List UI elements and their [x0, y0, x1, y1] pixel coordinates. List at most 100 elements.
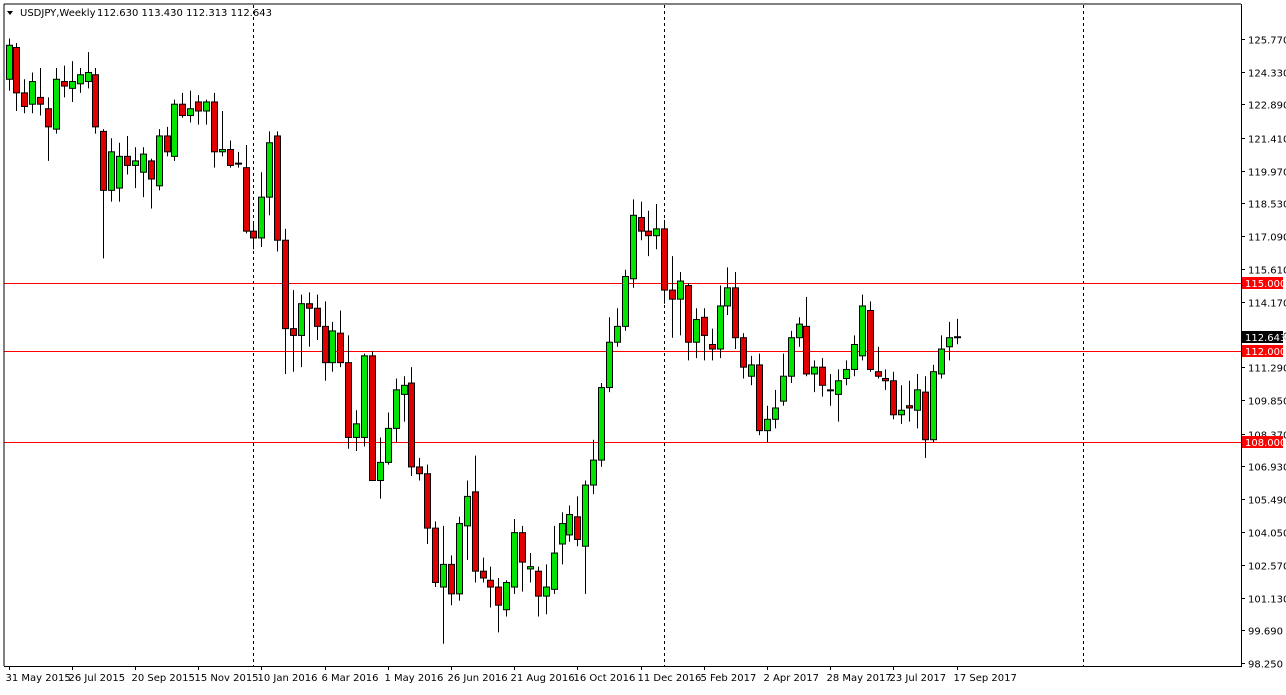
- candle-bull: [930, 371, 937, 441]
- time-tick-label: 20 Sep 2015: [132, 673, 195, 684]
- price-tick-label: 98.250: [1248, 660, 1283, 671]
- price-tick-label: 117.090: [1248, 233, 1286, 244]
- candle-bull: [298, 303, 305, 336]
- price-tick-label: 119.970: [1248, 168, 1286, 179]
- candle-bull: [108, 151, 115, 191]
- candle-bear: [21, 92, 28, 107]
- time-tick-label: 11 Dec 2016: [638, 673, 702, 684]
- candle-bear: [495, 586, 502, 606]
- candle-bear: [322, 325, 329, 364]
- candle-bear: [519, 532, 526, 563]
- candles: [6, 38, 961, 644]
- candle-bull: [116, 155, 123, 189]
- candle-bull: [938, 348, 945, 375]
- level-labels: 115.000 112.000 108.000 112.643: [1242, 277, 1286, 449]
- candle-bull: [653, 228, 660, 237]
- candle-bear: [179, 103, 186, 117]
- time-tick-label: 21 Aug 2016: [511, 673, 575, 684]
- chevron-down-icon[interactable]: [7, 11, 13, 15]
- chart-ohlc: 112.630 113.430 112.313 112.643: [97, 8, 272, 19]
- candle-bull: [187, 108, 194, 117]
- candle-bull: [77, 74, 84, 85]
- candle-bear: [574, 516, 581, 540]
- candle-bear: [345, 362, 352, 438]
- candle-bull: [440, 563, 447, 588]
- current-price-box: [1242, 331, 1283, 343]
- candle-bull: [385, 427, 392, 463]
- candle-bear: [45, 108, 52, 128]
- time-tick-label: 6 Mar 2016: [322, 673, 379, 684]
- price-tick-label: 106.930: [1248, 463, 1286, 474]
- candle-bull: [582, 484, 589, 547]
- candle-bear: [100, 130, 107, 191]
- candle-bear: [306, 303, 313, 309]
- price-tick-label: 101.130: [1248, 595, 1286, 606]
- level-label-text: 112.000: [1245, 347, 1286, 358]
- candle-bull: [590, 459, 597, 486]
- candle-bear: [61, 81, 68, 87]
- level-label-text: 108.000: [1245, 438, 1286, 449]
- candle-bull: [401, 384, 408, 395]
- candle-bull: [946, 337, 953, 348]
- time-tick-label: 16 Oct 2016: [574, 673, 636, 684]
- candle-bull: [353, 423, 360, 438]
- candle-bear: [922, 391, 929, 441]
- candle-bear: [819, 366, 826, 386]
- time-tick-label: 28 May 2017: [827, 673, 892, 684]
- candle-bull: [393, 389, 400, 429]
- price-tick-label: 109.850: [1248, 397, 1286, 408]
- candle-bear: [875, 371, 882, 377]
- candle-bear: [867, 309, 874, 370]
- candle-bear: [369, 355, 376, 482]
- candle-bull: [85, 71, 92, 83]
- candle-bull: [559, 523, 566, 545]
- candle-bull: [235, 162, 242, 165]
- candle-bear: [314, 307, 321, 327]
- candle-bear: [195, 101, 202, 112]
- candle-bull: [630, 214, 637, 280]
- candle-bull: [511, 532, 518, 588]
- candle-bear: [211, 101, 218, 153]
- price-tick-label: 125.770: [1248, 36, 1286, 47]
- candle-bear: [732, 287, 739, 339]
- candle-bull: [693, 319, 700, 343]
- candle-bear: [124, 155, 131, 166]
- time-tick-label: 31 May 2015: [6, 673, 71, 684]
- price-tick-label: 124.330: [1248, 69, 1286, 80]
- candle-bear: [906, 405, 913, 409]
- candle-bear: [92, 74, 99, 128]
- time-tick-label: 10 Jan 2016: [258, 673, 318, 684]
- price-tick-label: 114.170: [1248, 299, 1286, 310]
- candle-bear: [701, 316, 708, 336]
- candle-bear: [13, 47, 20, 94]
- level-label-box: [1242, 345, 1283, 357]
- candle-bear: [227, 149, 234, 166]
- candle-bull: [811, 366, 818, 375]
- candle-bull: [677, 280, 684, 300]
- candle-bull: [764, 418, 771, 432]
- candle-bear: [756, 364, 763, 432]
- candle-bear: [661, 228, 668, 291]
- candle-bull: [954, 336, 961, 339]
- candle-bull: [780, 375, 787, 402]
- candle-bear: [448, 563, 455, 595]
- candle-bear: [37, 96, 44, 105]
- level-label-text: 115.000: [1245, 279, 1286, 290]
- candle-bull: [748, 364, 755, 377]
- time-tick-label: 26 Jul 2015: [69, 673, 126, 684]
- candle-bull: [551, 552, 558, 590]
- candle-bear: [243, 167, 250, 232]
- candle-bear: [408, 382, 415, 468]
- candle-bull: [266, 142, 273, 198]
- candle-bull: [219, 149, 226, 153]
- candle-bull: [606, 341, 613, 389]
- price-tick-label: 122.890: [1248, 101, 1286, 112]
- candle-bull: [361, 355, 368, 438]
- candle-bear: [685, 285, 692, 343]
- candle-bear: [290, 328, 297, 336]
- price-tick-label: 104.050: [1248, 529, 1286, 540]
- candle-bull: [140, 153, 147, 173]
- candle-bull: [456, 523, 463, 595]
